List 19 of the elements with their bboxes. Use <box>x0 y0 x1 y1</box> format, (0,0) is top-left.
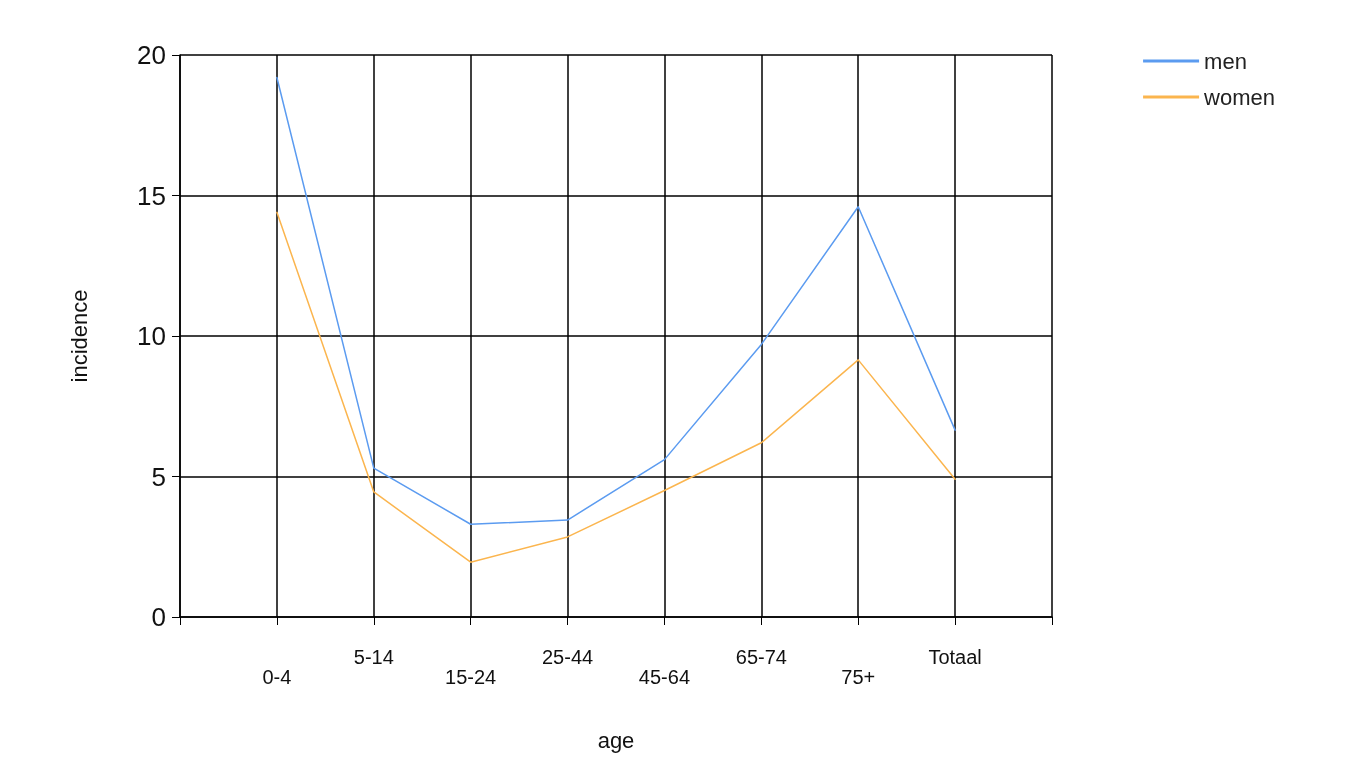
y-tick-label: 15 <box>137 180 166 211</box>
line-series <box>276 76 956 526</box>
x-tick-label: 65-74 <box>735 646 787 668</box>
y-axis-title: incidence <box>66 289 92 383</box>
y-tick-label: 10 <box>137 321 166 351</box>
y-tick-label: 5 <box>151 461 166 492</box>
legend-label: women <box>1203 84 1275 110</box>
x-tick-label: 45-64 <box>638 666 691 688</box>
x-tick-label: 15-24 <box>445 666 497 688</box>
x-tick-label: 5-14 <box>353 646 394 668</box>
legend-label: men <box>1204 48 1247 74</box>
x-tick-label: 75+ <box>841 666 876 688</box>
x-tick-label: 25-44 <box>541 646 594 668</box>
y-tick-label: 0 <box>151 602 166 632</box>
x-tick-label: Totaal <box>928 646 982 668</box>
line-series <box>276 211 956 563</box>
y-tick-label: 20 <box>137 40 166 70</box>
x-tick-label: 0-4 <box>262 666 292 688</box>
x-axis-title: age <box>597 727 635 753</box>
